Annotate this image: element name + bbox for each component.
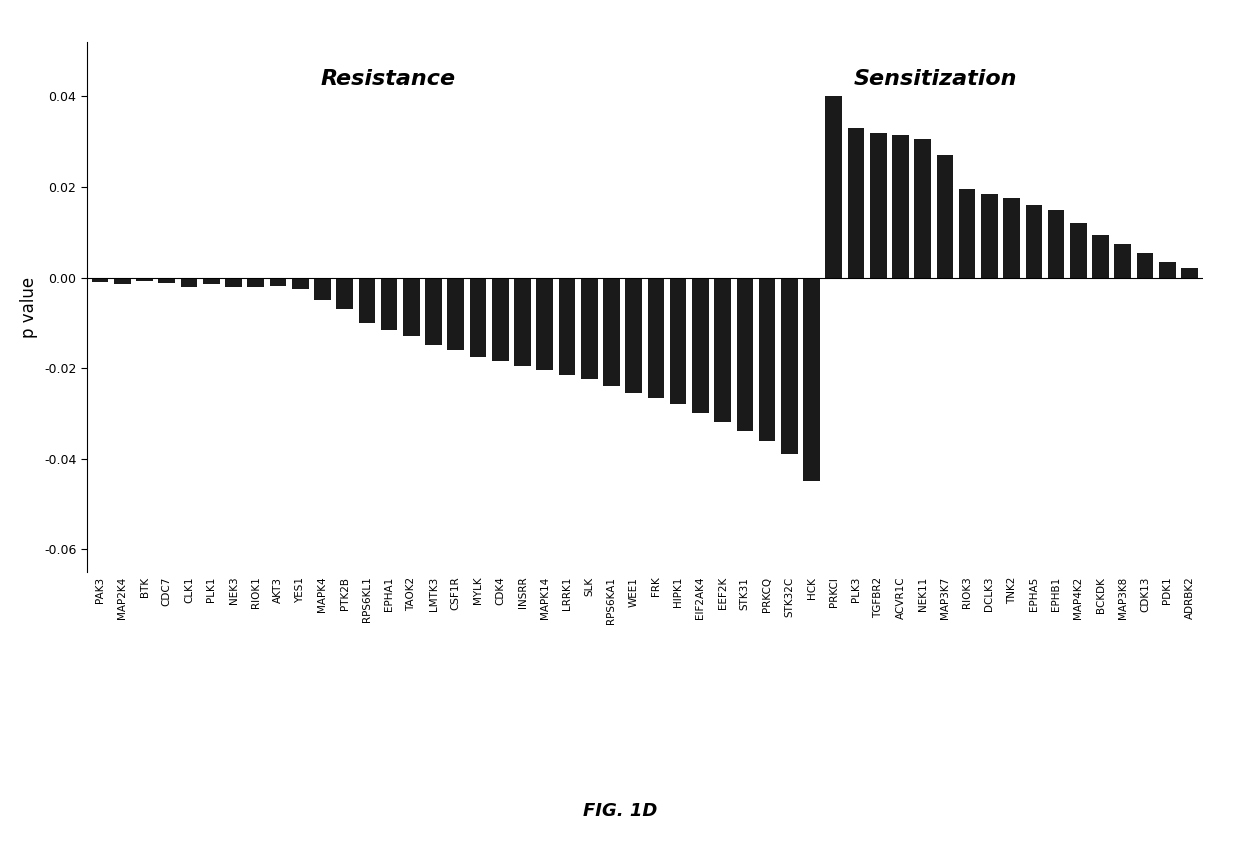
- Y-axis label: p value: p value: [20, 277, 38, 337]
- Bar: [1159, 262, 1176, 278]
- Bar: [492, 278, 508, 362]
- Text: FIG. 1D: FIG. 1D: [583, 802, 657, 820]
- Bar: [515, 278, 531, 366]
- Bar: [714, 278, 730, 422]
- Bar: [559, 278, 575, 375]
- Bar: [936, 156, 954, 278]
- Bar: [470, 278, 486, 357]
- Bar: [1070, 223, 1086, 278]
- Bar: [692, 278, 709, 414]
- Bar: [670, 278, 687, 405]
- Bar: [425, 278, 441, 346]
- Bar: [826, 97, 842, 278]
- Text: Sensitization: Sensitization: [853, 69, 1017, 89]
- Bar: [981, 193, 998, 278]
- Bar: [291, 278, 309, 288]
- Bar: [248, 278, 264, 288]
- Bar: [403, 278, 419, 336]
- Bar: [226, 278, 242, 288]
- Bar: [848, 128, 864, 278]
- Bar: [647, 278, 665, 398]
- Bar: [92, 278, 108, 282]
- Text: Resistance: Resistance: [321, 69, 455, 89]
- Bar: [892, 135, 909, 278]
- Bar: [314, 278, 331, 300]
- Bar: [804, 278, 820, 481]
- Bar: [381, 278, 398, 330]
- Bar: [269, 278, 286, 286]
- Bar: [1182, 268, 1198, 278]
- Bar: [914, 140, 931, 278]
- Bar: [448, 278, 464, 350]
- Bar: [1092, 235, 1109, 278]
- Bar: [625, 278, 642, 393]
- Bar: [870, 133, 887, 278]
- Bar: [1025, 205, 1042, 278]
- Bar: [136, 278, 153, 281]
- Bar: [959, 189, 976, 278]
- Bar: [781, 278, 797, 454]
- Bar: [181, 278, 197, 287]
- Bar: [1003, 198, 1021, 278]
- Bar: [1137, 252, 1153, 278]
- Bar: [159, 278, 175, 283]
- Bar: [537, 278, 553, 370]
- Bar: [358, 278, 376, 323]
- Bar: [580, 278, 598, 379]
- Bar: [1048, 209, 1064, 278]
- Bar: [1115, 244, 1131, 278]
- Bar: [114, 278, 130, 284]
- Bar: [203, 278, 219, 284]
- Bar: [737, 278, 753, 431]
- Bar: [603, 278, 620, 386]
- Bar: [336, 278, 353, 309]
- Bar: [759, 278, 775, 441]
